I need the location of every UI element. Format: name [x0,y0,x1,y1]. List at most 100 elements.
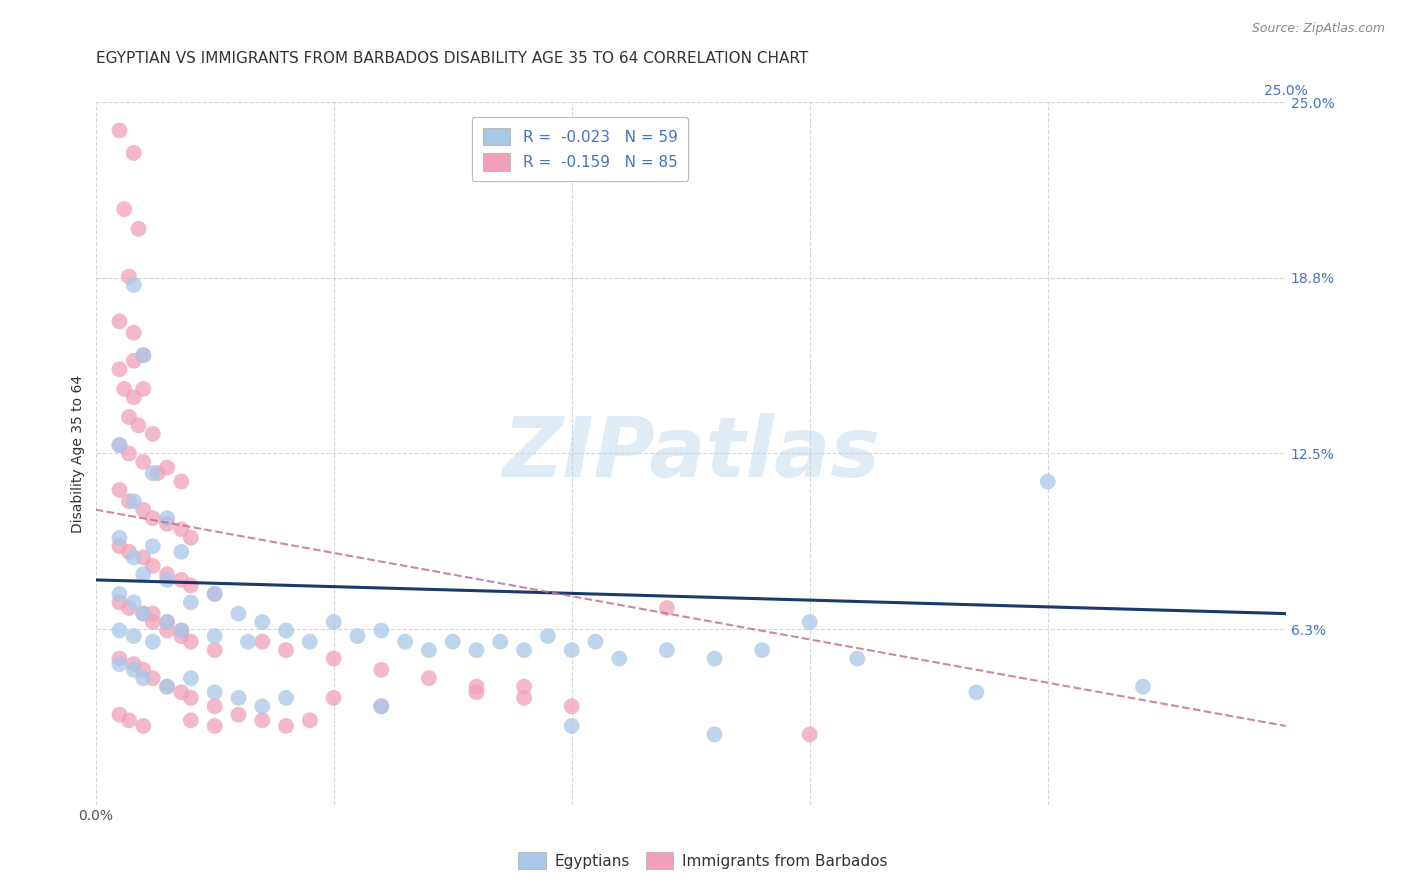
Point [274,643,297,657]
Point [156,516,179,531]
Point [108,539,131,553]
Point [122,657,145,672]
Point [561,719,583,733]
Point [108,657,131,672]
Point [228,690,250,705]
Point [1132,680,1154,694]
Point [322,615,344,629]
Point [156,680,179,694]
Point [204,587,226,601]
Point [156,567,179,582]
Point [180,595,202,609]
Point [274,690,297,705]
Point [346,629,368,643]
Point [122,326,145,340]
Point [170,545,193,559]
Point [180,671,202,685]
Point [1036,475,1059,489]
Point [108,362,131,376]
Point [441,634,464,648]
Point [142,634,165,648]
Point [228,607,250,621]
Point [142,466,165,480]
Point [274,624,297,638]
Point [142,671,165,685]
Point [128,418,150,433]
Point [108,531,131,545]
Point [585,634,607,648]
Point [108,651,131,665]
Point [132,348,155,362]
Point [170,522,193,536]
Point [322,690,344,705]
Point [122,145,145,160]
Point [118,494,141,508]
Point [298,634,321,648]
Point [322,651,344,665]
Point [118,446,141,460]
Point [751,643,773,657]
Point [118,714,141,728]
Point [132,663,155,677]
Point [128,221,150,235]
Point [122,353,145,368]
Point [370,624,392,638]
Point [489,634,512,648]
Point [655,601,678,615]
Y-axis label: Disability Age 35 to 64: Disability Age 35 to 64 [72,375,86,533]
Point [180,578,202,592]
Point [156,511,179,525]
Point [122,277,145,292]
Point [180,531,202,545]
Point [655,643,678,657]
Point [965,685,987,699]
Point [112,202,135,216]
Point [180,690,202,705]
Point [204,719,226,733]
Point [108,707,131,722]
Legend: R =  -0.023   N = 59, R =  -0.159   N = 85: R = -0.023 N = 59, R = -0.159 N = 85 [472,117,688,181]
Point [204,685,226,699]
Point [394,634,416,648]
Point [118,269,141,284]
Point [108,483,131,497]
Point [132,719,155,733]
Point [132,348,155,362]
Point [370,699,392,714]
Point [142,615,165,629]
Point [142,539,165,553]
Point [170,685,193,699]
Point [252,634,274,648]
Point [170,624,193,638]
Point [142,511,165,525]
Point [108,123,131,137]
Point [513,690,536,705]
Point [370,663,392,677]
Point [418,671,440,685]
Point [118,545,141,559]
Point [465,643,488,657]
Point [703,727,725,741]
Point [561,699,583,714]
Point [170,624,193,638]
Point [513,643,536,657]
Point [108,595,131,609]
Point [118,601,141,615]
Point [228,707,250,722]
Point [170,573,193,587]
Point [204,587,226,601]
Point [370,699,392,714]
Point [122,550,145,565]
Point [252,714,274,728]
Point [156,680,179,694]
Point [118,409,141,424]
Point [274,719,297,733]
Point [112,382,135,396]
Point [122,663,145,677]
Point [132,455,155,469]
Point [846,651,869,665]
Point [132,502,155,516]
Point [146,466,169,480]
Point [561,643,583,657]
Point [132,607,155,621]
